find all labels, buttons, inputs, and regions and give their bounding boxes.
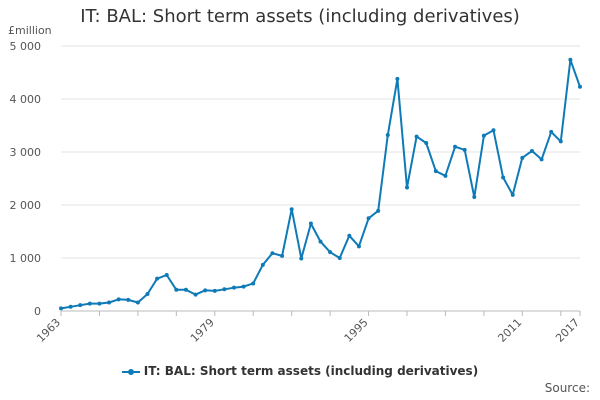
- data-point[interactable]: [520, 155, 525, 160]
- data-point[interactable]: [539, 157, 544, 162]
- data-point[interactable]: [462, 147, 467, 152]
- data-point[interactable]: [481, 133, 486, 138]
- data-point[interactable]: [549, 129, 554, 134]
- data-point[interactable]: [87, 301, 92, 306]
- data-point[interactable]: [356, 244, 361, 249]
- data-point[interactable]: [126, 297, 131, 302]
- data-point[interactable]: [116, 297, 121, 302]
- legend-line-marker-icon: [121, 368, 140, 375]
- data-point[interactable]: [299, 256, 304, 261]
- series-layer: [59, 57, 582, 311]
- legend-label: IT: BAL: Short term assets (including de…: [143, 364, 479, 378]
- data-point[interactable]: [529, 148, 534, 153]
- data-point[interactable]: [280, 253, 285, 258]
- data-point[interactable]: [183, 287, 188, 292]
- y-tick-label: 4 000: [10, 93, 42, 106]
- data-point[interactable]: [251, 281, 256, 286]
- chart-title: IT: BAL: Short term assets (including de…: [80, 6, 520, 27]
- data-point[interactable]: [568, 57, 573, 62]
- axes: 0 1 000 2 000 3 000 4 000 5 000 1963 1979 1995 20…: [10, 40, 583, 345]
- y-tick-label: 5 000: [10, 40, 42, 53]
- data-point[interactable]: [366, 216, 371, 221]
- data-point[interactable]: [395, 76, 400, 81]
- data-point[interactable]: [174, 287, 179, 292]
- data-point[interactable]: [347, 233, 352, 238]
- data-point[interactable]: [337, 256, 342, 260]
- data-point[interactable]: [164, 272, 169, 277]
- data-point[interactable]: [376, 208, 381, 213]
- data-point[interactable]: [558, 139, 563, 144]
- data-point[interactable]: [68, 304, 73, 309]
- data-point[interactable]: [318, 239, 323, 244]
- y-tick-label: 3 000: [10, 146, 42, 159]
- x-tick-label: 1979: [188, 316, 217, 345]
- data-point[interactable]: [501, 175, 506, 180]
- legend: IT: BAL: Short term assets (including de…: [0, 364, 600, 378]
- x-tick-label: 2017: [553, 316, 582, 345]
- data-point[interactable]: [453, 144, 458, 149]
- x-tick-label: 2011: [495, 316, 524, 345]
- x-tick-label: 1963: [34, 316, 63, 345]
- data-point[interactable]: [155, 276, 160, 281]
- data-point[interactable]: [424, 140, 429, 145]
- data-point[interactable]: [135, 300, 140, 305]
- data-point[interactable]: [433, 169, 438, 174]
- data-point[interactable]: [78, 303, 83, 308]
- data-point[interactable]: [491, 128, 496, 133]
- data-point[interactable]: [193, 292, 198, 297]
- data-point[interactable]: [472, 195, 477, 200]
- data-point[interactable]: [578, 84, 582, 89]
- y-axis-label: £million: [8, 24, 52, 37]
- source-label: Source:: [544, 381, 590, 395]
- data-point[interactable]: [107, 300, 112, 305]
- data-point[interactable]: [212, 288, 217, 293]
- data-point[interactable]: [232, 285, 236, 290]
- data-point[interactable]: [270, 251, 275, 256]
- data-point[interactable]: [260, 262, 265, 267]
- data-point[interactable]: [241, 284, 246, 289]
- data-point[interactable]: [328, 250, 333, 255]
- data-point[interactable]: [289, 207, 294, 212]
- data-point[interactable]: [405, 185, 409, 190]
- data-point[interactable]: [308, 221, 313, 226]
- data-point[interactable]: [59, 306, 63, 311]
- series-line: [60, 58, 581, 310]
- y-tick-label: 0: [34, 305, 41, 318]
- data-point[interactable]: [443, 173, 448, 178]
- y-tick-label: 1 000: [10, 252, 42, 265]
- data-point[interactable]: [203, 288, 208, 293]
- data-point[interactable]: [145, 292, 150, 297]
- data-point[interactable]: [222, 287, 227, 292]
- data-point[interactable]: [385, 133, 390, 138]
- x-tick-label: 1995: [342, 316, 371, 345]
- data-point[interactable]: [97, 301, 102, 306]
- gridlines: [61, 45, 580, 312]
- data-point[interactable]: [414, 134, 419, 139]
- y-tick-label: 2 000: [10, 199, 42, 212]
- data-point[interactable]: [510, 192, 515, 197]
